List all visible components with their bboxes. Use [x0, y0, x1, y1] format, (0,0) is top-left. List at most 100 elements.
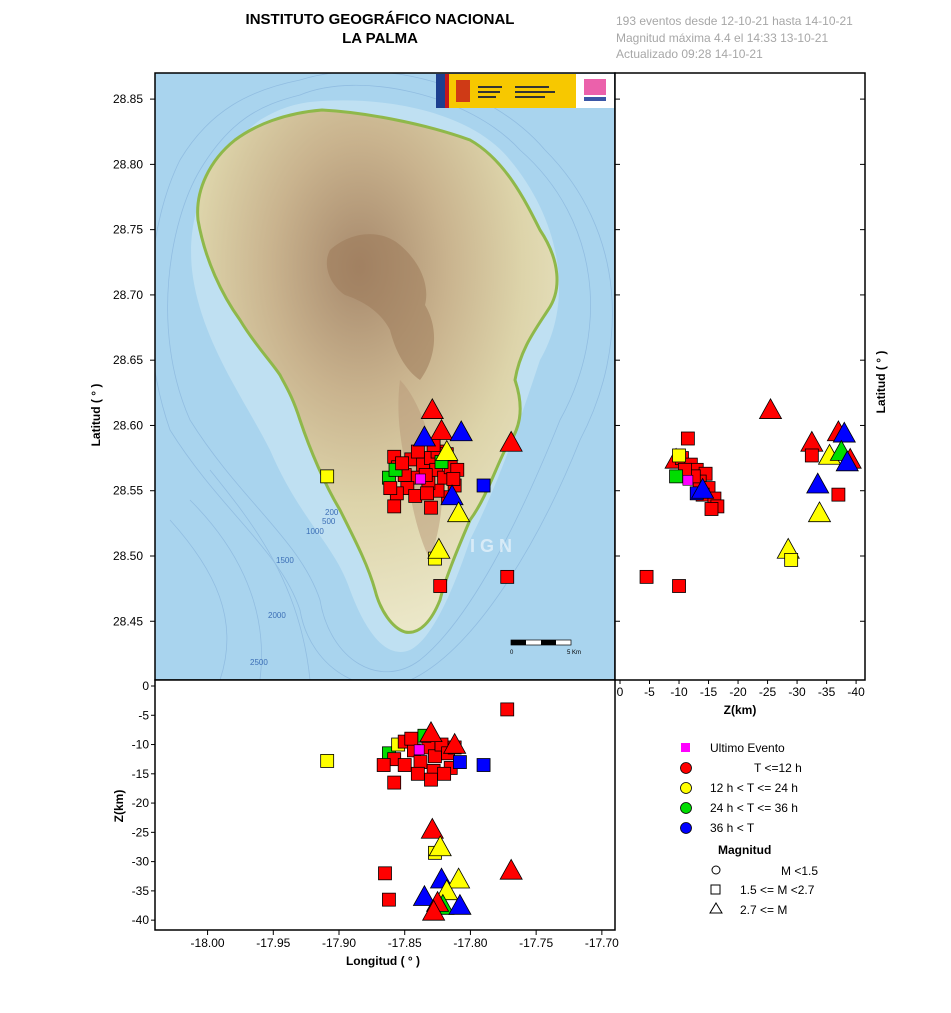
depth-lat-point-triangle: [690, 477, 715, 499]
legend-square-icon: [710, 884, 721, 895]
scale-label-0: 0: [510, 650, 514, 656]
depth-lat-xtick-label: -5: [644, 685, 655, 699]
depth-lat-xtick-label: -30: [788, 685, 806, 699]
depth-lat-ylabel: Latitud ( ° ): [874, 351, 888, 414]
scale-label-5km: 5 Km: [567, 650, 581, 656]
map-ytick-label: 28.70: [113, 288, 143, 302]
updated-timestamp: Actualizado 09:28 14-10-21: [616, 47, 763, 61]
epicenter-square: [387, 499, 402, 514]
bathymetry-label-2500: 2500: [250, 658, 268, 667]
bathymetry-label-200: 200: [325, 508, 339, 517]
epicenter-square: [408, 489, 423, 503]
lon-depth-point-triangle: [419, 721, 443, 743]
depth-lat-xtick-label: 0: [617, 685, 624, 699]
lon-depth-ytick-label: -40: [132, 913, 150, 927]
depth-lat-point-triangle: [807, 501, 832, 523]
max-magnitude-info: Magnitud máxima 4.4 el 14:33 13-10-21: [616, 31, 829, 45]
epicenter-square: [410, 444, 425, 459]
epicenter-square: [383, 481, 398, 496]
map-ytick-label: 28.50: [113, 549, 143, 563]
lon-depth-xtick-label: -17.75: [519, 936, 553, 950]
lon-depth-ytick-label: -15: [132, 767, 150, 781]
points-layer: [320, 397, 862, 921]
government-logo: [436, 74, 614, 108]
lon-depth-point-square: [404, 731, 419, 746]
lon-depth-ytick-label: -10: [132, 738, 150, 752]
lon-depth-point-triangle: [420, 817, 444, 839]
chart-subtitle: LA PALMA: [342, 30, 418, 47]
depth-lat-xtick-label: -25: [759, 685, 777, 699]
map-ytick-label: 28.45: [113, 614, 143, 628]
lon-depth-point-square: [453, 755, 467, 769]
lon-depth-point-triangle: [412, 884, 437, 906]
legend-circle-icon: [711, 865, 721, 875]
lon-depth-point-square: [382, 892, 396, 907]
lon-depth-point-square: [410, 766, 425, 781]
legend-marker-t24: [680, 782, 692, 794]
lon-depth-xtick-label: -18.00: [191, 936, 225, 950]
lon-depth-point-square: [387, 775, 402, 790]
lon-depth-point-square: [428, 749, 442, 764]
epicenter-triangle: [446, 501, 471, 523]
epicenter-triangle: [427, 537, 451, 559]
bathymetry-label-1500: 1500: [276, 556, 294, 565]
lon-depth-point-square: [376, 758, 391, 772]
legend: Ultimo Evento T <=12 h 12 h < T <= 24 h …: [680, 741, 818, 917]
map-ytick-label: 28.55: [113, 484, 143, 498]
depth-lat-xtick-label: -15: [700, 685, 718, 699]
bathymetry-contours: [155, 73, 613, 680]
depth-lat-point-square: [639, 569, 654, 584]
legend-marker-t12: [680, 762, 692, 774]
lon-depth-point-triangle: [435, 879, 459, 901]
map-ytick-label: 28.60: [113, 418, 143, 432]
epicenter-square: [424, 500, 438, 515]
lon-depth-point-triangle: [428, 835, 452, 857]
epicenter-square: [395, 456, 409, 471]
depth-lat-xtick-label: -40: [847, 685, 865, 699]
epicenter-triangle: [449, 420, 473, 442]
depth-lat-point-square: [804, 448, 819, 463]
epicenter-last-event: [415, 473, 426, 485]
depth-lat-xtick-label: -20: [729, 685, 747, 699]
depth-lat-point-triangle: [832, 421, 856, 443]
epicenter-triangle: [435, 439, 459, 461]
legend-label-t36: 24 h < T <= 36 h: [710, 801, 798, 815]
lon-depth-ytick-label: 0: [142, 679, 149, 693]
lon-depth-point-square: [424, 772, 438, 787]
epicenter-square: [476, 478, 491, 493]
depth-lat-point-triangle: [835, 450, 859, 472]
lon-depth-ytick-label: -30: [132, 855, 150, 869]
lon-depth-frame: [154, 679, 616, 931]
axes-layer: 28.45 28.50 28.55 28.60 28.65 28.70 28.75 28.80…: [113, 92, 865, 950]
lon-depth-xlabel: Longitud ( ° ): [346, 954, 420, 968]
scale-bar: 0 5 Km: [510, 639, 581, 656]
lon-depth-ytick-label: -20: [132, 796, 150, 810]
legend-label-t24: 12 h < T <= 24 h: [710, 781, 798, 795]
lon-depth-xtick-label: -17.85: [388, 936, 422, 950]
lon-depth-point-last-event: [413, 744, 425, 756]
lon-depth-point-triangle: [448, 893, 472, 915]
lon-depth-ytick-label: -5: [138, 708, 149, 722]
lon-depth-point-square: [437, 766, 452, 781]
depth-lat-point-square: [669, 469, 683, 484]
depth-lat-point-triangle: [806, 472, 830, 494]
epicenter-square: [500, 569, 515, 584]
lon-depth-xtick-label: -17.70: [585, 936, 619, 950]
epicenter-square: [446, 472, 461, 486]
island-land: [196, 108, 559, 634]
lon-depth-point-square: [476, 758, 491, 772]
legend-marker-t36: [680, 802, 692, 814]
depth-lat-xtick-label: -10: [670, 685, 688, 699]
depth-lat-point-square: [784, 553, 799, 567]
lon-depth-point-triangle: [446, 867, 471, 889]
depth-lat-point-square: [704, 502, 719, 516]
caldera-relief: [326, 234, 435, 380]
lon-depth-point-triangle: [499, 858, 523, 880]
lon-depth-point-square: [320, 754, 335, 768]
lon-depth-xtick-label: -17.95: [256, 936, 290, 950]
lon-depth-point-square: [378, 866, 392, 881]
map-panel: 200 500 1000 1500 2000 2500 IGN 0 5 Km: [155, 73, 615, 680]
lon-depth-point-square: [413, 755, 428, 769]
lon-depth-point-square: [397, 758, 412, 772]
